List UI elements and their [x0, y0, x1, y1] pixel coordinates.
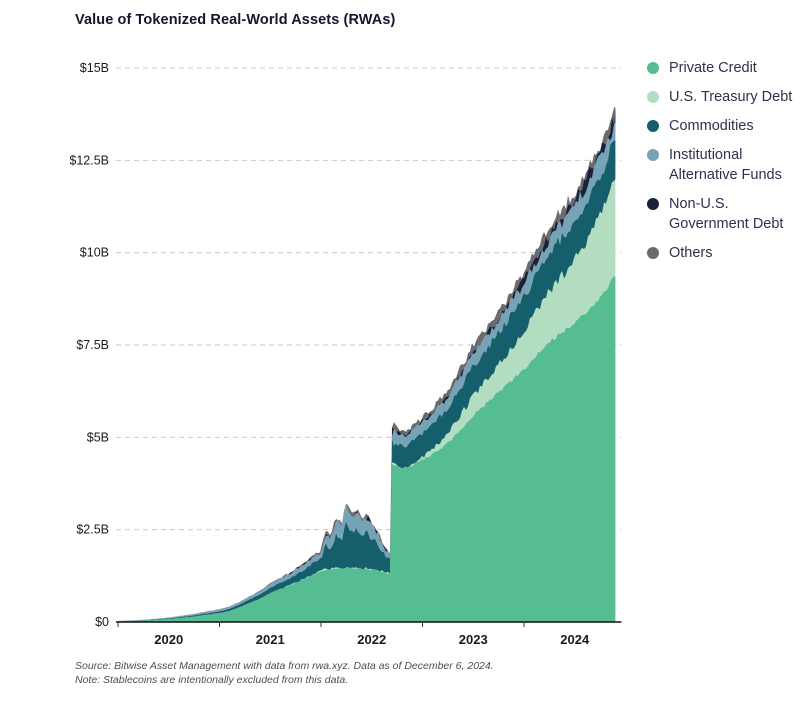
legend-item-institutional-alternative-funds: Institutional Alternative Funds [647, 145, 812, 185]
legend-item-non-us-government-debt: Non-U.S. Government Debt [647, 194, 812, 234]
legend-item-us-treasury-debt: U.S. Treasury Debt [647, 87, 812, 107]
legend-item-others: Others [647, 243, 812, 263]
source-note: Source: Bitwise Asset Management with da… [75, 660, 494, 687]
note-line: Note: Stablecoins are intentionally excl… [75, 673, 349, 686]
legend-label-institutional-alternative-funds: Institutional Alternative Funds [669, 147, 782, 183]
x-axis-label: 2023 [459, 632, 488, 647]
chart-title: Value of Tokenized Real-World Assets (RW… [75, 12, 396, 28]
area-institutional-alternative-funds [118, 122, 616, 622]
area-others [118, 106, 616, 621]
legend-label-others: Others [669, 245, 713, 261]
y-axis-label: $12.5B [70, 153, 109, 167]
y-axis-label: $2.5B [76, 523, 109, 537]
legend-label-commodities: Commodities [669, 118, 754, 134]
x-axis-label: 2022 [357, 632, 386, 647]
source-line: Source: Bitwise Asset Management with da… [75, 660, 494, 672]
legend-swatch-private-credit-icon [647, 62, 659, 74]
y-axis-label: $15B [80, 61, 109, 75]
legend-swatch-us-treasury-debt-icon [647, 91, 659, 103]
legend-item-commodities: Commodities [647, 116, 812, 136]
legend-label-private-credit: Private Credit [669, 60, 757, 76]
y-axis-label: $5B [87, 430, 109, 444]
legend-swatch-others-icon [647, 247, 659, 259]
x-axis-label: 2021 [256, 632, 285, 647]
y-axis-label: $7.5B [76, 338, 109, 352]
chart: $0 $2.5B $5B $7.5B $10B $12.5B $15B 2020 2021 202… [69, 46, 670, 658]
legend-swatch-institutional-alternative-funds-icon [647, 149, 659, 161]
x-axis-label: 2024 [560, 632, 590, 647]
legend: Private Credit U.S. Treasury Debt Commod… [647, 58, 812, 263]
legend-label-non-us-government-debt: Non-U.S. Government Debt [669, 196, 784, 232]
legend-swatch-non-us-government-debt-icon [647, 198, 659, 210]
y-axis-label: $0 [95, 615, 109, 629]
legend-label-us-treasury-debt: U.S. Treasury Debt [669, 89, 793, 105]
x-axis-label: 2020 [154, 632, 183, 647]
chart-canvas: $0 $2.5B $5B $7.5B $10B $12.5B $15B 2020 2021 202… [69, 61, 622, 647]
area-private-credit [118, 276, 616, 622]
legend-swatch-commodities-icon [647, 120, 659, 132]
y-axis-label: $10B [80, 246, 109, 260]
legend-item-private-credit: Private Credit [647, 58, 812, 78]
